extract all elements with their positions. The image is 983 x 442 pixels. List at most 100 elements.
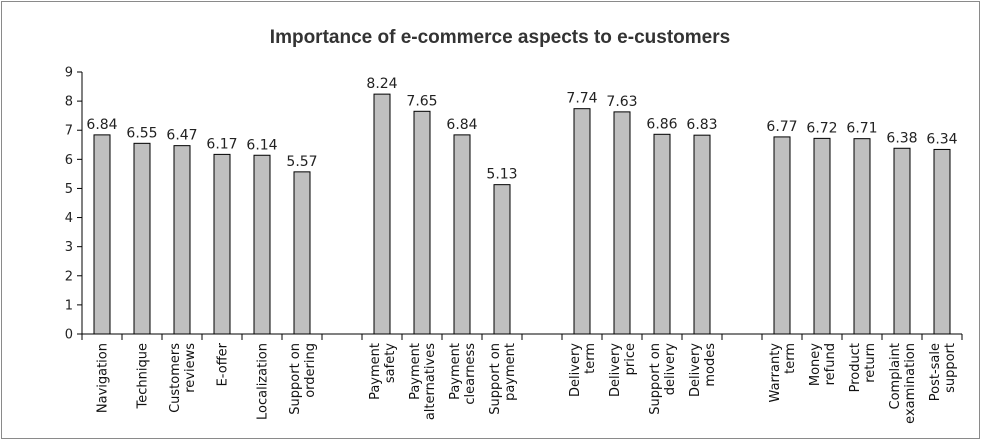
x-category-label-line: clearness bbox=[463, 343, 478, 405]
x-category-label-line: Customers bbox=[168, 343, 183, 413]
x-category-label-line: Money bbox=[808, 343, 823, 386]
x-category-label: Warrantyterm bbox=[768, 343, 798, 403]
x-category-label: Complaintexamination bbox=[888, 343, 918, 424]
x-category-label: Localization bbox=[256, 343, 271, 420]
y-tick-label: 6 bbox=[65, 153, 73, 168]
x-category-label-line: Support on bbox=[288, 343, 303, 415]
x-category-label: Navigation bbox=[96, 343, 111, 413]
x-category-label-line: Post-sale bbox=[928, 343, 943, 401]
data-label: 8.24 bbox=[366, 76, 397, 92]
bar bbox=[693, 134, 711, 335]
y-tick-label: 7 bbox=[65, 124, 73, 139]
x-category-label-line: Delivery bbox=[688, 343, 703, 397]
bar bbox=[613, 111, 631, 335]
x-category-label-line: safety bbox=[383, 343, 398, 383]
data-label: 5.13 bbox=[486, 167, 517, 183]
x-category-label-line: term bbox=[783, 343, 798, 374]
y-tick-label: 8 bbox=[65, 95, 73, 110]
x-category-label: E-offer bbox=[216, 342, 231, 386]
x-category-label: Paymentalternatives bbox=[408, 343, 438, 420]
bar bbox=[93, 134, 111, 335]
x-category-label-line: refund bbox=[823, 343, 838, 385]
x-category-label-line: Localization bbox=[256, 343, 271, 420]
x-category-label-line: Complaint bbox=[888, 343, 903, 409]
x-category-label-line: E-offer bbox=[216, 342, 231, 386]
x-category-label-line: modes bbox=[703, 343, 718, 387]
data-label: 6.47 bbox=[166, 128, 197, 144]
bar bbox=[573, 108, 591, 335]
x-category-label-line: Support on bbox=[648, 343, 663, 415]
data-label: 5.57 bbox=[286, 154, 317, 170]
x-category-label: Paymentsafety bbox=[368, 343, 398, 400]
bar bbox=[213, 153, 231, 335]
x-category-label-line: Navigation bbox=[96, 343, 111, 413]
x-category-label-line: Technique bbox=[136, 343, 151, 409]
bar bbox=[933, 148, 951, 335]
x-category-label-line: payment bbox=[503, 343, 518, 401]
chart-bars bbox=[93, 93, 951, 335]
x-category-label-line: return bbox=[863, 343, 878, 383]
data-label: 6.83 bbox=[686, 117, 717, 133]
x-category-label-line: Payment bbox=[368, 343, 383, 400]
x-category-label-line: price bbox=[623, 343, 638, 375]
bar bbox=[453, 134, 471, 335]
data-label: 7.65 bbox=[406, 93, 437, 109]
x-category-label-line: Delivery bbox=[608, 343, 623, 397]
x-category-label: Support ondelivery bbox=[648, 343, 678, 415]
chart-labels: 6.84 Navigation 6.55 Technique 6.47 Customers… bbox=[86, 76, 958, 424]
x-category-label: Technique bbox=[136, 343, 151, 409]
bar bbox=[653, 133, 671, 335]
x-category-label-line: examination bbox=[903, 343, 918, 424]
bar bbox=[293, 171, 311, 335]
bar bbox=[893, 147, 911, 335]
x-category-label: Deliveryterm bbox=[568, 343, 598, 397]
x-category-label-line: Product bbox=[848, 343, 863, 392]
y-tick-label: 3 bbox=[65, 240, 73, 255]
x-category-label: Post-salesupport bbox=[928, 343, 958, 401]
x-category-label-line: alternatives bbox=[423, 343, 438, 420]
x-category-label-line: reviews bbox=[183, 343, 198, 393]
x-category-label-line: ordering bbox=[303, 343, 318, 398]
x-category-label-line: delivery bbox=[663, 343, 678, 396]
data-label: 6.34 bbox=[926, 131, 957, 147]
data-label: 6.84 bbox=[446, 117, 477, 133]
bar bbox=[813, 137, 831, 335]
x-category-label-line: Payment bbox=[448, 343, 463, 400]
x-category-label-line: support bbox=[943, 343, 958, 393]
bar bbox=[253, 154, 271, 335]
x-category-label-line: Warranty bbox=[768, 343, 783, 403]
y-tick-label: 4 bbox=[65, 211, 73, 226]
x-category-label: Productreturn bbox=[848, 343, 878, 392]
x-category-label-line: Payment bbox=[408, 343, 423, 400]
bar bbox=[413, 110, 431, 335]
x-category-label-line: Support on bbox=[488, 343, 503, 415]
x-category-label: Deliverymodes bbox=[688, 343, 718, 397]
data-label: 6.84 bbox=[86, 117, 117, 133]
x-category-label-line: Delivery bbox=[568, 343, 583, 397]
bar bbox=[133, 142, 151, 335]
y-tick-label: 2 bbox=[65, 269, 73, 284]
x-category-label: Support onpayment bbox=[488, 343, 518, 415]
data-label: 6.72 bbox=[806, 120, 837, 136]
bar bbox=[853, 138, 871, 335]
y-tick-label: 5 bbox=[65, 182, 73, 197]
data-label: 6.71 bbox=[846, 121, 877, 137]
bar bbox=[773, 136, 791, 335]
data-label: 6.17 bbox=[206, 136, 237, 152]
bar bbox=[493, 184, 511, 335]
data-label: 6.38 bbox=[886, 130, 917, 146]
data-label: 6.77 bbox=[766, 119, 797, 135]
x-category-label: Paymentclearness bbox=[448, 343, 478, 405]
y-tick-label: 0 bbox=[65, 328, 73, 343]
x-category-label: Support onordering bbox=[288, 343, 318, 415]
data-label: 6.14 bbox=[246, 137, 277, 153]
x-category-label: Moneyrefund bbox=[808, 343, 838, 386]
x-category-label-line: term bbox=[583, 343, 598, 374]
bar bbox=[173, 145, 191, 335]
x-category-label: Deliveryprice bbox=[608, 343, 638, 397]
data-label: 7.63 bbox=[606, 94, 637, 110]
y-tick-label: 9 bbox=[65, 66, 73, 81]
data-label: 6.55 bbox=[126, 125, 157, 141]
y-tick-label: 1 bbox=[65, 298, 73, 313]
